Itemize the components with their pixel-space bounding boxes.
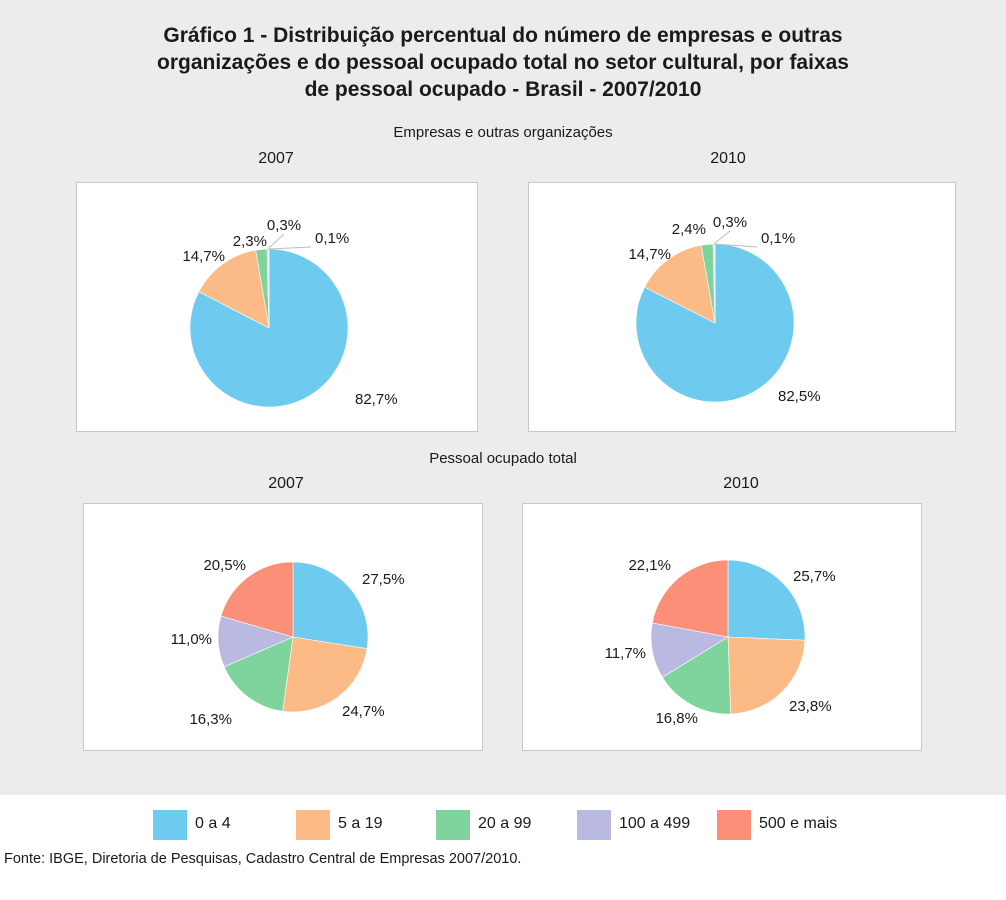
pie-slice-20-a-99 (661, 636, 731, 715)
data-label: 20,5% (203, 557, 246, 574)
legend-label: 100 a 499 (619, 815, 691, 832)
legend-label: 5 a 19 (338, 815, 383, 832)
pie-slice-5-a-19 (644, 244, 716, 324)
data-label: 82,7% (355, 391, 398, 408)
data-label: 14,7% (182, 248, 225, 265)
pie-slice-5-a-19 (727, 636, 806, 715)
data-label: 0,1% (761, 230, 795, 247)
data-label: 16,8% (655, 710, 698, 727)
source-note: Fonte: IBGE, Diretoria de Pesquisas, Cad… (4, 851, 522, 867)
pie-slice-5-a-19 (198, 249, 270, 329)
data-label: 14,7% (628, 246, 671, 263)
pie-slice-500-e-mais (220, 561, 294, 638)
legend-swatch (296, 810, 330, 840)
data-label: 11,0% (171, 631, 212, 648)
leader-line (714, 243, 758, 248)
pie-chart-empresas-2007: 82,7% 14,7% 2,3% 0,3% 0,1% (76, 182, 478, 432)
legend-swatch (717, 810, 751, 840)
data-label: 2,3% (233, 233, 267, 250)
pie-svg: 82,5% 14,7%2,4% 0,3% 0,1% (628, 214, 821, 405)
leader-line (267, 233, 285, 250)
legend: 0 a 4 5 a 19 20 a 99 100 a 499 500 e mai… (0, 808, 1006, 842)
pie-chart-pessoal-2007: 27,5% 24,7% 16,3% 11,0% 20,5% (83, 503, 483, 751)
legend-swatch (577, 810, 611, 840)
pie-slice-5-a-19 (282, 636, 368, 713)
data-label: 82,5% (778, 388, 821, 405)
leader-line (268, 246, 312, 250)
legend-label: 20 a 99 (478, 815, 532, 832)
legend-swatch (153, 810, 187, 840)
section-title-empresas: Empresas e outras organizações (393, 124, 613, 141)
section-title-pessoal: Pessoal ocupado total (429, 450, 577, 467)
data-label: 0,3% (713, 214, 747, 231)
data-label: 0,3% (267, 217, 301, 234)
data-label: 22,1% (628, 557, 671, 574)
title-line: de pessoal ocupado - Brasil - 2007/2010 (304, 78, 702, 101)
data-label: 23,8% (789, 698, 832, 715)
pie-slice-20-a-99 (223, 636, 294, 712)
leader-line (713, 230, 731, 245)
pie-svg: 25,7% 23,8% 16,8% 11,7% 22,1% (605, 557, 836, 727)
title-line: organizações e do pessoal ocupado total … (157, 51, 849, 74)
title-line: Gráfico 1 - Distribuição percentual do n… (163, 24, 843, 47)
pie-svg: 27,5% 24,7% 16,3% 11,0% 20,5% (171, 557, 405, 728)
data-label: 2,4% (672, 221, 706, 238)
legend-label: 0 a 4 (195, 815, 231, 832)
year-label: 2007 (268, 475, 304, 492)
legend-swatch (436, 810, 470, 840)
data-label: 11,7% (605, 645, 646, 662)
year-label: 2010 (710, 150, 746, 167)
year-label: 2010 (723, 475, 759, 492)
pie-chart-pessoal-2010: 25,7% 23,8% 16,8% 11,7% 22,1% (522, 503, 922, 751)
pie-slice-500-e-mais (651, 559, 729, 638)
chart-title: Gráfico 1 - Distribuição percentual do n… (0, 22, 1006, 103)
pie-svg: 82,7% 14,7% 2,3%0,3% 0,1% (182, 217, 398, 408)
pie-slice-0-a-4 (292, 561, 369, 650)
data-label: 24,7% (342, 703, 385, 720)
data-label: 16,3% (189, 711, 232, 728)
legend-label: 500 e mais (759, 815, 838, 832)
data-label: 0,1% (315, 230, 349, 247)
year-label: 2007 (258, 150, 294, 167)
chart-panel: Gráfico 1 - Distribuição percentual do n… (0, 0, 1006, 795)
pie-slice-0-a-4 (727, 559, 806, 641)
data-label: 25,7% (793, 568, 836, 585)
pie-chart-empresas-2010: 82,5% 14,7% 2,4% 0,3% 0,1% (528, 182, 956, 432)
data-label: 27,5% (362, 571, 405, 588)
